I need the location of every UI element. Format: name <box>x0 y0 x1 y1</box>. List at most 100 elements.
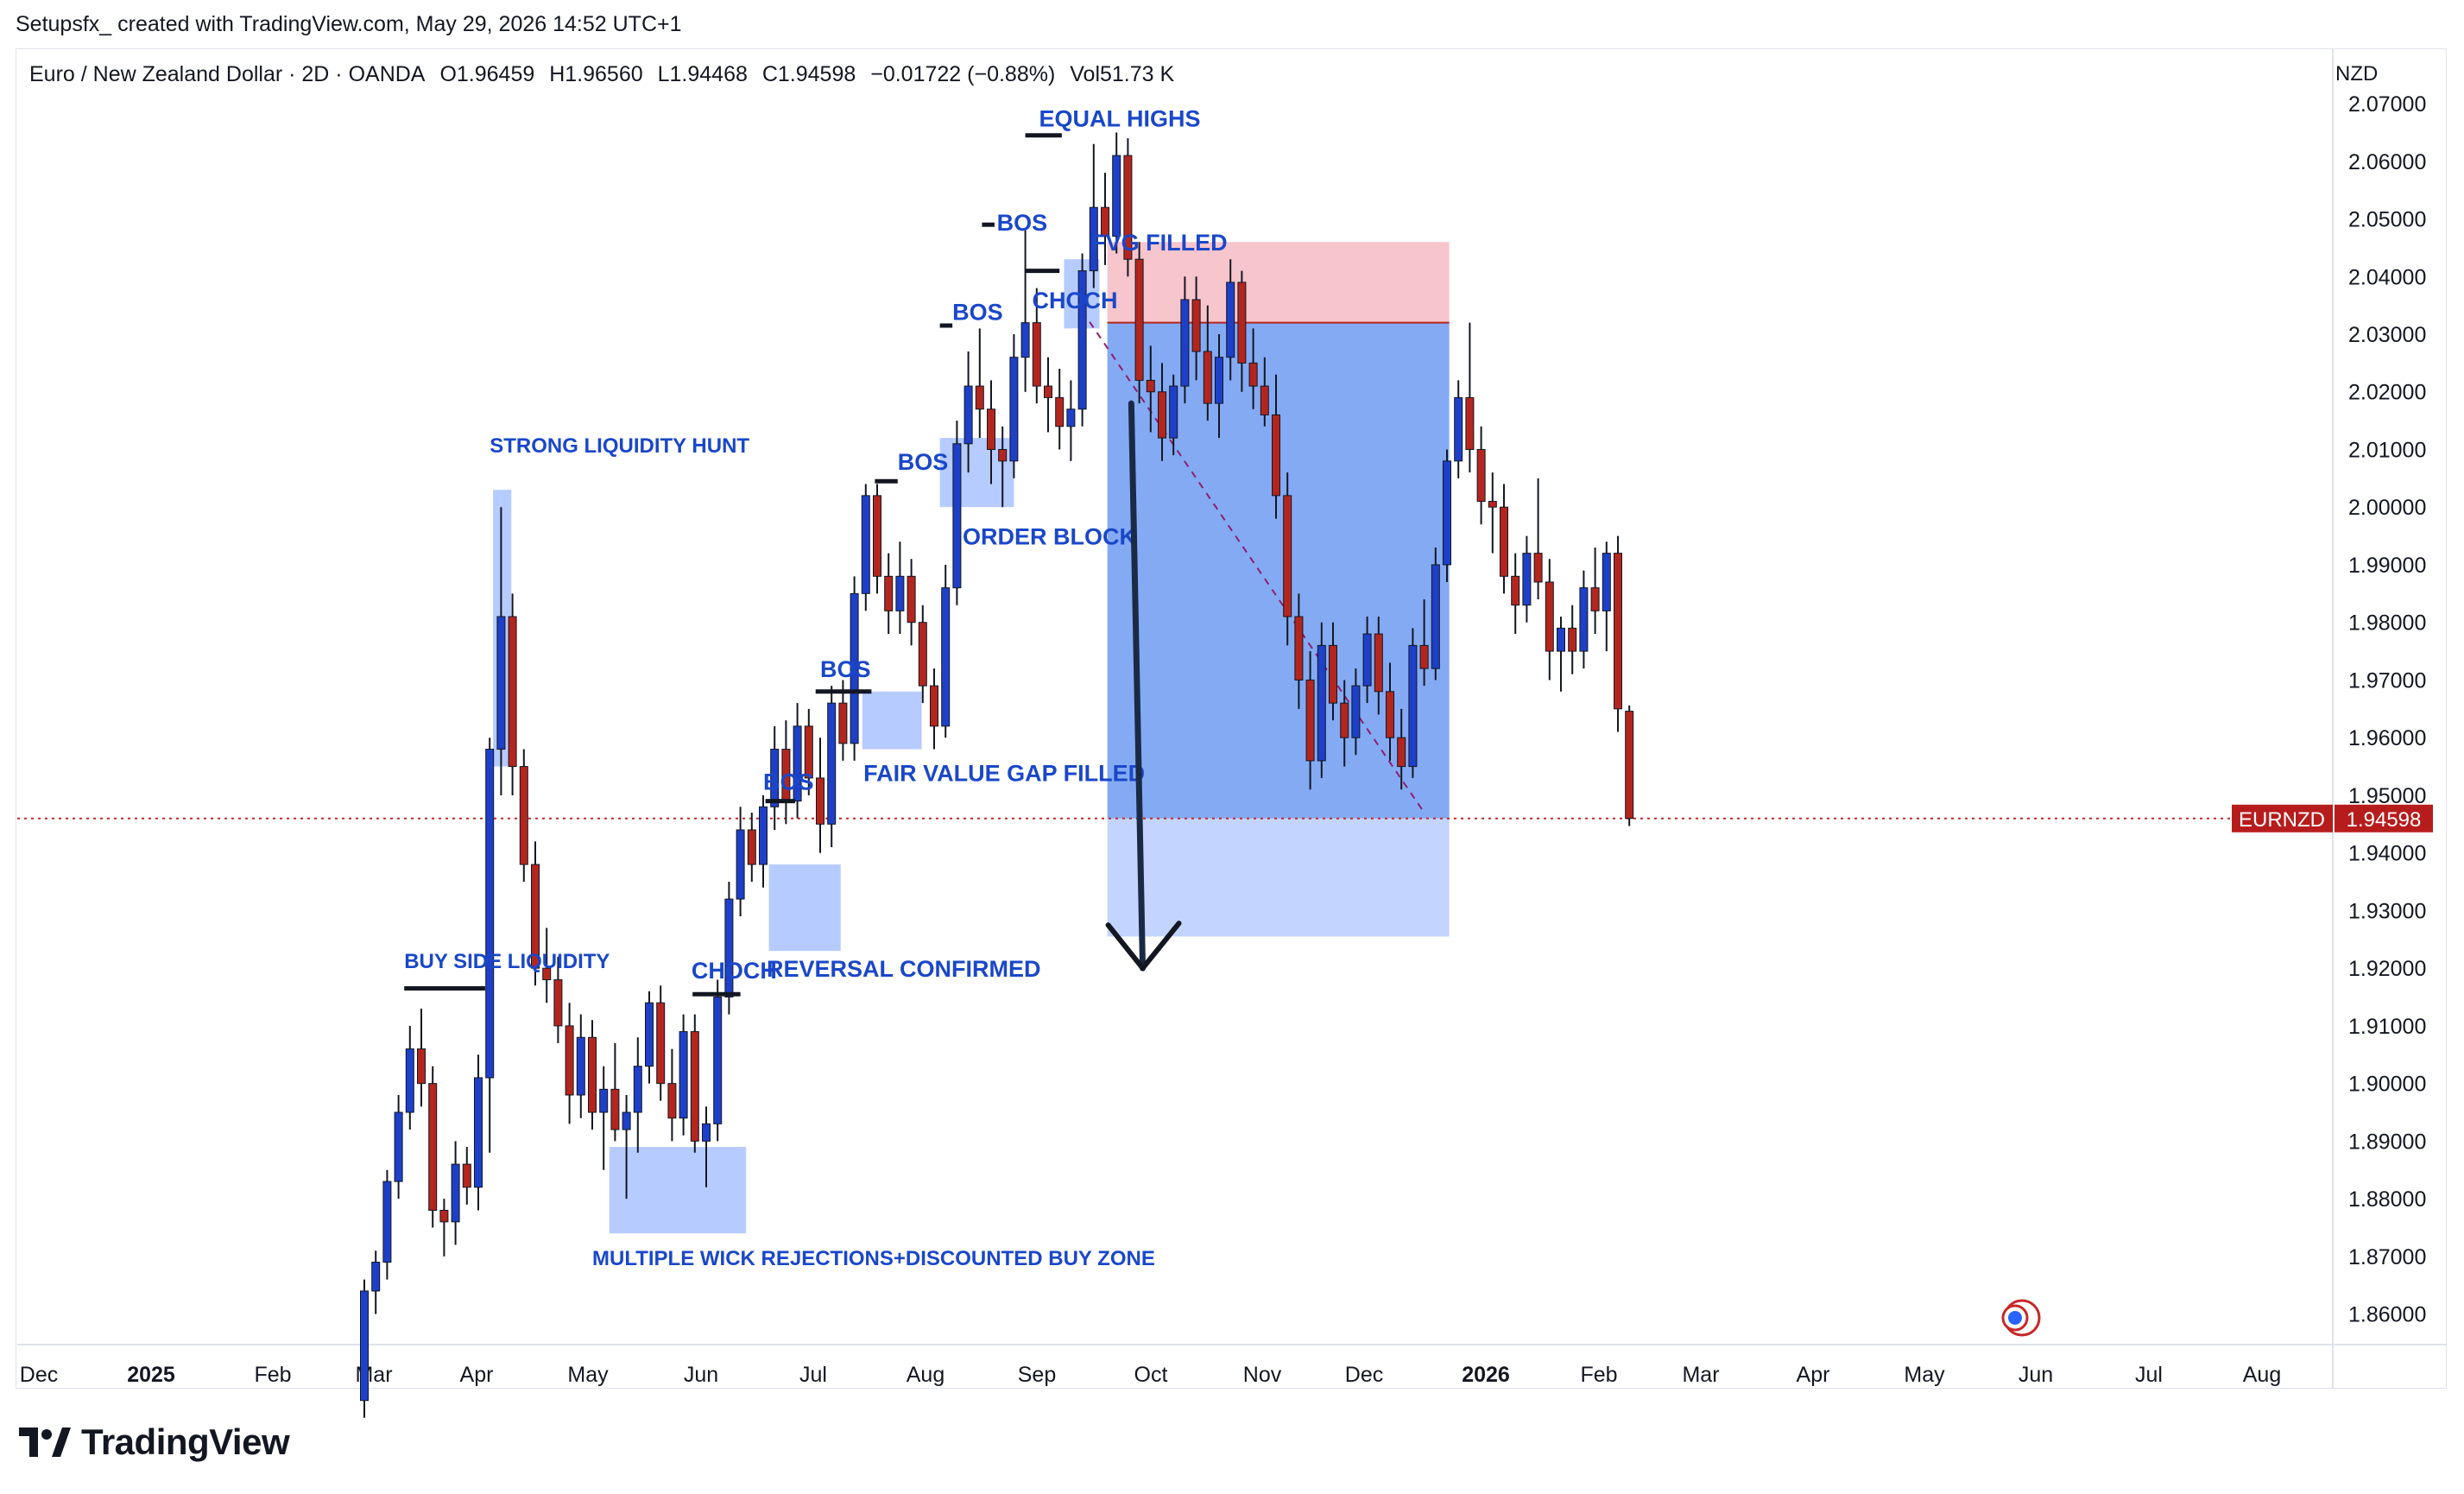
profit-zone-remaining[interactable] <box>1107 818 1450 937</box>
candle[interactable] <box>508 616 517 768</box>
candle[interactable] <box>599 1088 609 1113</box>
candle[interactable] <box>1101 206 1109 237</box>
candle[interactable] <box>1579 587 1589 652</box>
candle[interactable] <box>952 443 962 589</box>
candle[interactable] <box>941 587 951 727</box>
candle[interactable] <box>736 829 745 900</box>
candle[interactable] <box>1443 460 1451 566</box>
candle[interactable] <box>1169 385 1178 439</box>
candle[interactable] <box>485 749 495 1079</box>
candle[interactable] <box>930 685 938 727</box>
candle[interactable] <box>1055 396 1065 427</box>
candle[interactable] <box>816 777 824 825</box>
candle[interactable] <box>1044 385 1052 398</box>
candle[interactable] <box>496 616 506 750</box>
candle[interactable] <box>645 1002 654 1067</box>
candle[interactable] <box>542 967 552 981</box>
candle[interactable] <box>1123 155 1133 260</box>
candle[interactable] <box>610 1088 620 1130</box>
candle[interactable] <box>1272 414 1280 497</box>
candle[interactable] <box>963 385 973 445</box>
candle[interactable] <box>1158 391 1166 439</box>
candle[interactable] <box>838 702 848 744</box>
candle[interactable] <box>1465 396 1475 450</box>
candle[interactable] <box>1454 396 1463 462</box>
projection-arrow-shaft[interactable] <box>1128 400 1147 972</box>
candle[interactable] <box>1625 711 1634 820</box>
candle[interactable] <box>474 1077 483 1188</box>
candle[interactable] <box>1248 362 1258 387</box>
stop-loss-zone[interactable] <box>1107 242 1450 323</box>
candle[interactable] <box>1089 206 1098 272</box>
candle[interactable] <box>1568 627 1577 652</box>
candle[interactable] <box>1294 616 1304 681</box>
legend-symbol[interactable]: Euro / New Zealand Dollar · 2D · OANDA <box>29 62 426 86</box>
candle[interactable] <box>1602 553 1611 611</box>
candle[interactable] <box>895 575 905 611</box>
candle[interactable] <box>565 1025 574 1096</box>
currency-label[interactable]: NZD <box>2335 62 2379 85</box>
candle[interactable] <box>1112 155 1121 237</box>
candle[interactable] <box>987 408 995 450</box>
candle[interactable] <box>1431 564 1440 669</box>
candle[interactable] <box>633 1066 642 1113</box>
candle[interactable] <box>1362 633 1372 687</box>
candle[interactable] <box>1077 270 1087 410</box>
candle[interactable] <box>1283 495 1292 617</box>
candle[interactable] <box>713 997 723 1124</box>
candle[interactable] <box>724 898 734 998</box>
candle[interactable] <box>1533 553 1543 583</box>
candle[interactable] <box>1374 633 1383 693</box>
candle[interactable] <box>1226 282 1235 358</box>
candle[interactable] <box>439 1209 449 1223</box>
tradingview-logo[interactable]: TradingView <box>19 1421 290 1463</box>
candle[interactable] <box>918 622 927 687</box>
candle[interactable] <box>1146 379 1155 393</box>
candle[interactable] <box>417 1048 426 1085</box>
candle[interactable] <box>1191 299 1201 352</box>
candle[interactable] <box>1511 575 1520 606</box>
candle[interactable] <box>1215 357 1223 404</box>
candle[interactable] <box>907 575 916 624</box>
candle[interactable] <box>667 1083 677 1119</box>
candle[interactable] <box>519 766 528 865</box>
candle[interactable] <box>656 1002 666 1085</box>
candle[interactable] <box>382 1181 392 1263</box>
candle[interactable] <box>1614 553 1622 710</box>
candle[interactable] <box>462 1163 471 1188</box>
candle[interactable] <box>371 1262 381 1292</box>
discount-buy-zone[interactable] <box>609 1147 747 1234</box>
candle[interactable] <box>1351 685 1361 738</box>
reversal-zone[interactable] <box>768 864 841 952</box>
candle[interactable] <box>1009 357 1019 462</box>
candle[interactable] <box>622 1111 631 1130</box>
candle[interactable] <box>1488 501 1497 508</box>
candle[interactable] <box>1237 282 1247 364</box>
candle[interactable] <box>861 495 870 594</box>
candle[interactable] <box>702 1123 711 1142</box>
candle[interactable] <box>679 1031 688 1119</box>
candle[interactable] <box>884 575 894 611</box>
candle[interactable] <box>1522 553 1532 606</box>
candle[interactable] <box>793 725 802 802</box>
candle[interactable] <box>1557 627 1565 652</box>
candle[interactable] <box>1260 385 1269 415</box>
candle[interactable] <box>770 749 780 807</box>
candle[interactable] <box>1545 581 1554 652</box>
candle[interactable] <box>1397 737 1406 768</box>
fair-value-gap-zone[interactable] <box>862 691 922 750</box>
candle[interactable] <box>1203 351 1212 404</box>
candle[interactable] <box>1500 506 1508 577</box>
candle[interactable] <box>690 1031 699 1142</box>
candle[interactable] <box>405 1048 414 1113</box>
candle[interactable] <box>1386 691 1394 738</box>
candle[interactable] <box>1476 448 1486 503</box>
candle[interactable] <box>747 829 756 865</box>
candle[interactable] <box>759 806 768 865</box>
candle[interactable] <box>1340 702 1349 738</box>
candle[interactable] <box>531 864 540 969</box>
candle[interactable] <box>1134 258 1144 381</box>
candle[interactable] <box>1329 644 1337 704</box>
candle[interactable] <box>360 1290 369 1402</box>
